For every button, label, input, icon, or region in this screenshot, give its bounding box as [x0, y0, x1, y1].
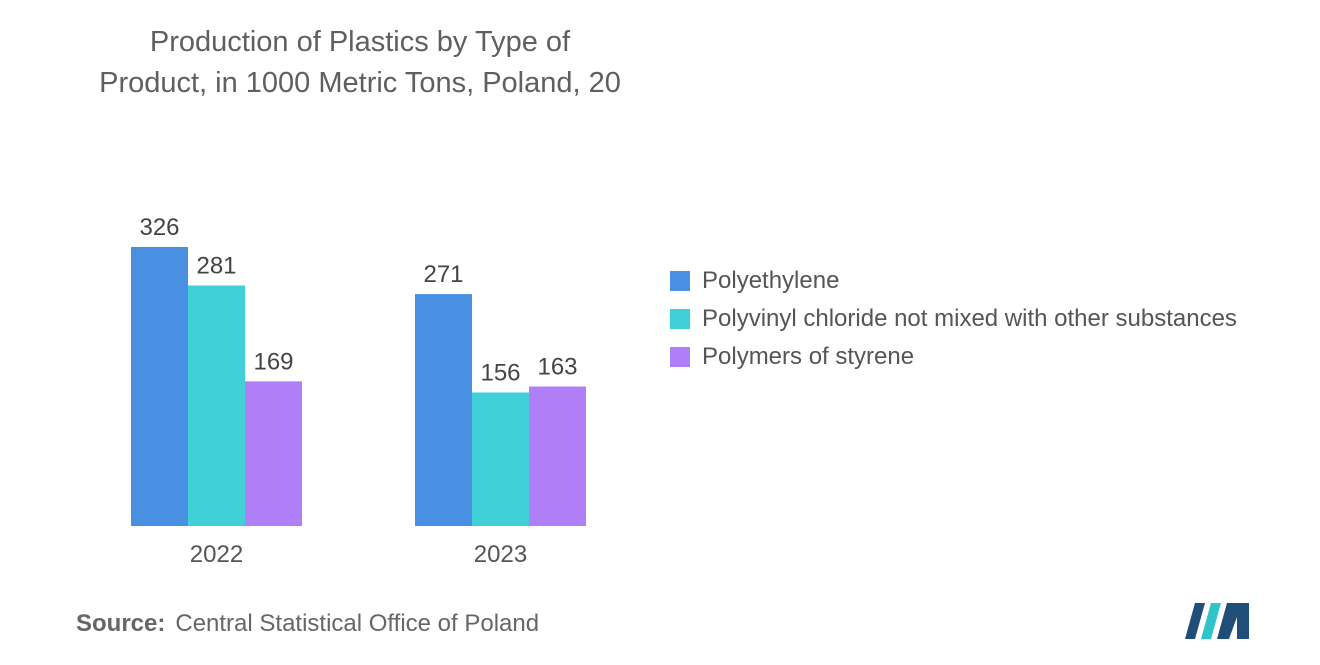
bar-polyethylene-2022: [131, 247, 188, 526]
legend-label-polyethylene: Polyethylene: [702, 267, 840, 294]
legend-item-styrene: Polymers of styrene: [670, 338, 1310, 376]
logo-shape-right: [1217, 603, 1249, 639]
data-label-pvc-2022: 281: [196, 253, 236, 280]
chart-title-line-1: Production of Plastics by Type of: [149, 26, 571, 58]
source-text: Central Statistical Office of Poland: [175, 610, 540, 637]
source-note: Source: Central Statistical Office of Pol…: [76, 610, 539, 638]
x-tick-label-2022: 2022: [190, 541, 243, 568]
chart-legend: Polyethylene Polyvinyl chloride not mixe…: [670, 262, 1310, 376]
legend-item-polyethylene: Polyethylene: [670, 262, 1310, 300]
logo-shape-left: [1185, 603, 1205, 639]
logo-shape-middle: [1201, 603, 1221, 639]
data-label-polyethylene-2022: 326: [139, 214, 179, 241]
source-label: Source:: [76, 610, 166, 637]
legend-label-styrene: Polymers of styrene: [702, 343, 915, 370]
data-label-polyethylene-2023: 271: [423, 261, 463, 288]
bar-polyethylene-2023: [415, 294, 472, 526]
bar-pvc-2022: [188, 285, 245, 526]
legend-swatch-polyethylene: [670, 271, 690, 291]
bar-pvc-2023: [472, 392, 529, 526]
bar-styrene-2022: [245, 381, 302, 526]
data-label-pvc-2023: 156: [480, 359, 520, 386]
chart-title-line-2: Product, in 1000 Metric Tons, Poland, 20: [99, 67, 621, 99]
data-label-styrene-2022: 169: [253, 348, 293, 375]
legend-item-pvc: Polyvinyl chloride not mixed with other …: [670, 300, 1310, 338]
mordor-intelligence-logo-icon: [1185, 603, 1249, 639]
bar-styrene-2023: [529, 386, 586, 526]
legend-swatch-styrene: [670, 347, 690, 367]
data-label-styrene-2023: 163: [537, 354, 577, 381]
legend-swatch-pvc: [670, 309, 690, 329]
chart-title: Production of Plastics by Type of Produc…: [60, 22, 660, 104]
legend-label-pvc: Polyvinyl chloride not mixed with other …: [702, 305, 1237, 332]
x-tick-label-2023: 2023: [474, 541, 527, 568]
